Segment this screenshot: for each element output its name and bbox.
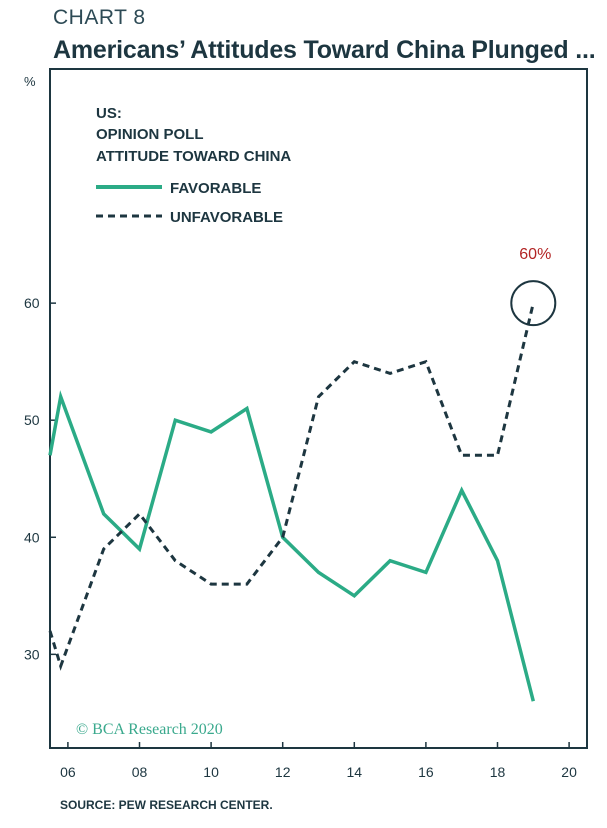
series-line-favorable — [48, 390, 535, 702]
callout-circle — [510, 280, 557, 327]
x-tick-label: 18 — [490, 764, 506, 780]
x-tick-label: 08 — [132, 764, 148, 780]
y-tick-label: 30 — [24, 646, 40, 662]
x-tick-label: 20 — [561, 764, 577, 780]
x-tick-label: 12 — [275, 764, 291, 780]
y-tick-label: 60 — [24, 295, 40, 311]
y-unit-label: % — [24, 74, 36, 89]
source-note: SOURCE: PEW RESEARCH CENTER. — [60, 798, 273, 812]
series-line-unfavorable — [48, 302, 535, 671]
legend-title-line-2: OPINION POLL — [96, 126, 204, 143]
legend-label-favorable: FAVORABLE — [170, 180, 261, 197]
axis-ticks: 30 40 50 60 06 08 10 12 14 16 18 20 — [24, 295, 577, 780]
chart-label: CHART 8 — [53, 6, 146, 29]
legend-label-unfavorable: UNFAVORABLE — [170, 209, 283, 226]
y-tick-label: 40 — [24, 529, 40, 545]
x-tick-label: 16 — [418, 764, 434, 780]
legend-title-line-3: ATTITUDE TOWARD CHINA — [96, 148, 291, 165]
x-tick-label: 06 — [60, 764, 76, 780]
plot-frame — [49, 68, 588, 749]
series-layer — [48, 302, 535, 702]
watermark: © BCA Research 2020 — [76, 721, 223, 738]
legend-title-line-1: US: — [96, 105, 122, 122]
x-tick-label: 10 — [203, 764, 219, 780]
callout-label: 60% — [519, 246, 551, 263]
x-tick-label: 14 — [347, 764, 363, 780]
chart-title: Americans’ Attitudes Toward China Plunge… — [53, 36, 596, 64]
y-tick-label: 50 — [24, 412, 40, 428]
